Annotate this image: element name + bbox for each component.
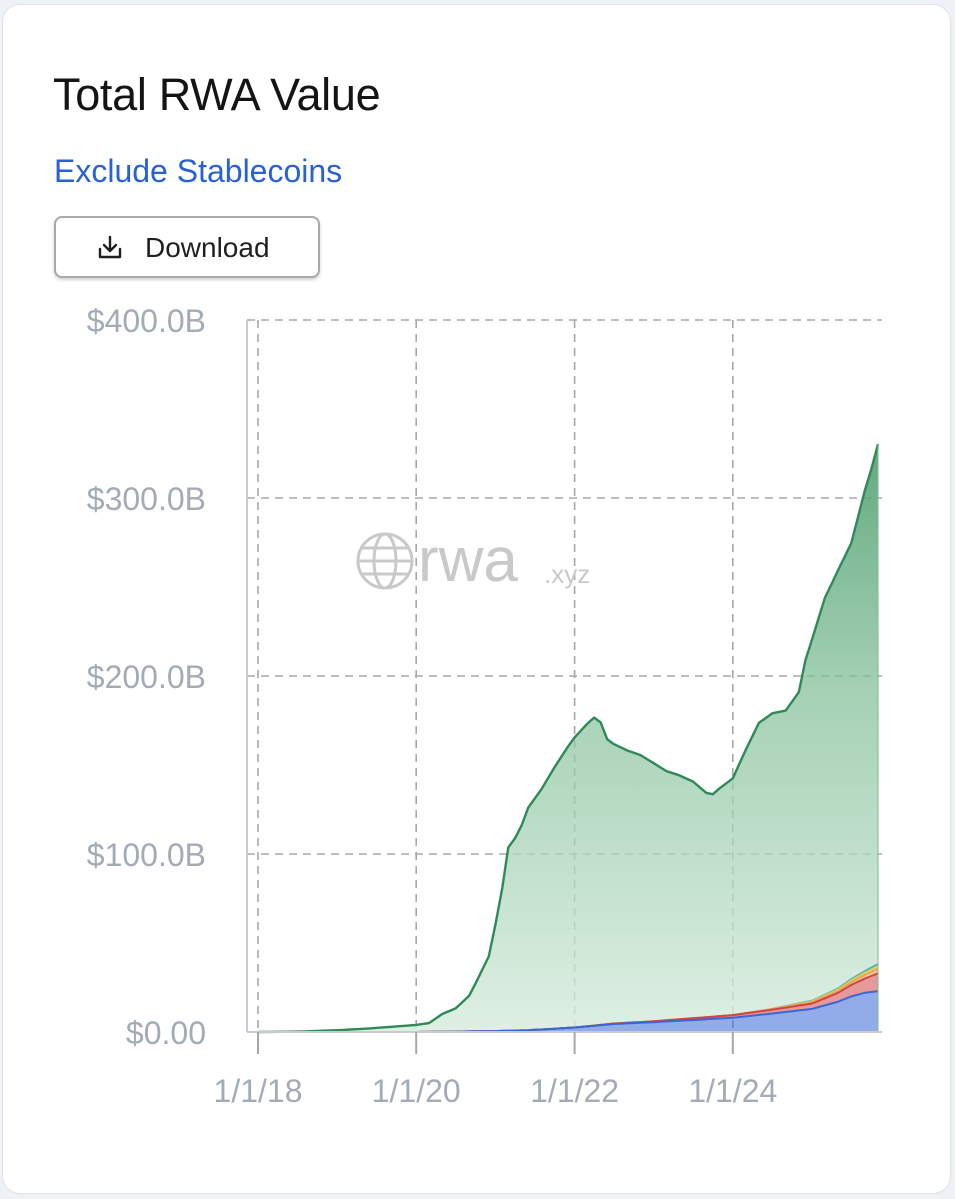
watermark-suffix: .xyz [544, 559, 590, 589]
y-tick-label: $0.00 [126, 1015, 206, 1051]
x-tick-label: 1/1/22 [530, 1073, 619, 1109]
series-line-6 [257, 443, 880, 1034]
rwa-watermark: rwa .xyz [356, 526, 590, 595]
download-label: Download [145, 232, 270, 263]
globe-icon [356, 532, 414, 590]
watermark-brand: rwa [418, 526, 518, 595]
download-button[interactable]: Download [54, 216, 320, 278]
exclude-stablecoins-link[interactable]: Exclude Stablecoins [54, 153, 343, 189]
series-area-1 [258, 991, 878, 1032]
y-tick-label: $200.0B [87, 659, 206, 695]
axes: $0.00 $100.0B $200.0B $300.0B $400.0B 1/1/18 1… [87, 303, 882, 1109]
y-tick-label: $400.0B [87, 303, 206, 339]
x-tick-label: 1/1/24 [688, 1073, 777, 1109]
x-tick-label: 1/1/18 [214, 1073, 303, 1109]
series-area-6 [258, 444, 878, 1032]
y-tick-label: $300.0B [87, 481, 206, 517]
download-icon [98, 235, 122, 259]
card-title: Total RWA Value [53, 69, 381, 120]
x-tick-label: 1/1/20 [372, 1073, 461, 1109]
series [257, 443, 880, 1034]
y-tick-label: $100.0B [87, 837, 206, 873]
